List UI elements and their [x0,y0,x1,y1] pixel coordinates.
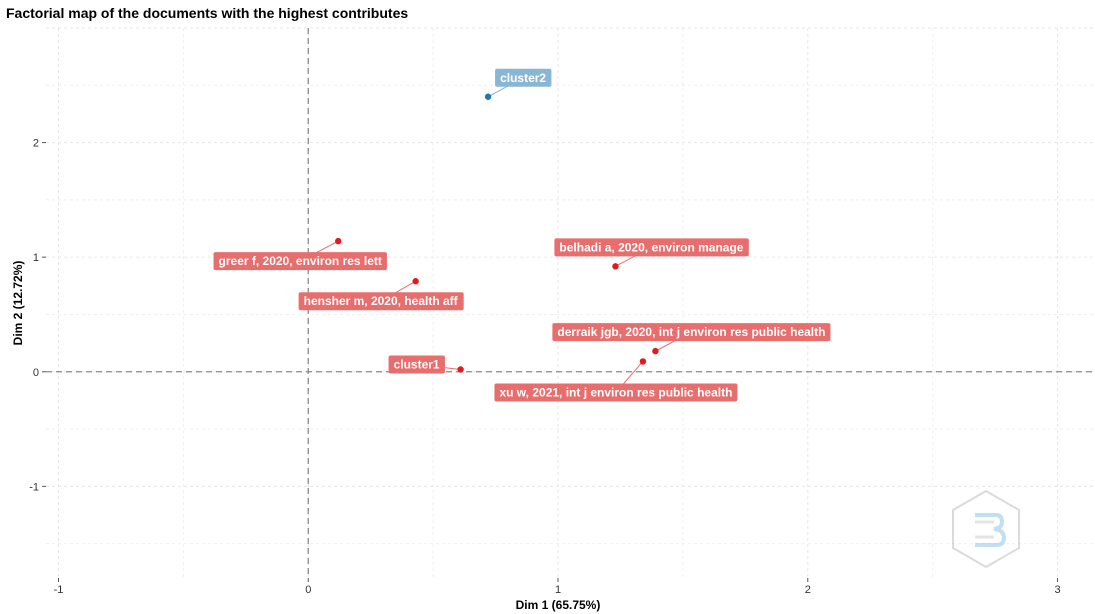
point-labels: greer f, 2020, environ res lett hensher m… [213,68,831,402]
axis-ticks: -1 0 1 2 3 -1 0 1 2 [29,138,1060,596]
y-tick-label: 2 [33,138,39,150]
chart-title: Factorial map of the documents with the … [6,5,409,21]
point-label-text: greer f, 2020, environ res lett [219,254,382,268]
point-label-text: cluster2 [500,71,546,85]
point-label: derraik jgb, 2020, int j environ res pub… [552,323,831,342]
point-label-text: belhadi a, 2020, environ manage [559,240,743,254]
y-axis-title: Dim 2 (12.72%) [11,261,25,346]
x-tick-label: -1 [54,584,64,596]
data-point [652,347,659,355]
plot-panel [46,28,1095,578]
point-label: hensher m, 2020, health aff [298,292,464,311]
x-axis-title: Dim 1 (65.75%) [516,598,601,612]
point-label-box [494,383,738,402]
data-point [457,366,464,373]
x-tick-label: 2 [805,584,811,596]
point-label-text: derraik jgb, 2020, int j environ res pub… [557,325,825,339]
point-label: cluster2 [495,68,552,87]
bibliometrix-logo-icon [952,489,1020,569]
data-point [639,358,647,365]
data-point [412,278,419,285]
point-label-text: cluster1 [394,357,440,371]
y-tick-label: 1 [33,252,39,264]
point-label-box [388,355,445,374]
point-label: xu w, 2021, int j environ res public hea… [494,383,738,402]
point-label-box [552,323,831,342]
point-label-text: xu w, 2021, int j environ res public hea… [499,385,732,399]
point-label-box [213,252,387,271]
y-tick-label: 0 [33,367,39,379]
point-label: belhadi a, 2020, environ manage [554,238,749,257]
y-tick-label: -1 [29,481,39,493]
point-label-text: hensher m, 2020, health aff [304,294,459,308]
x-tick-label: 3 [1054,584,1060,596]
x-tick-label: 0 [305,584,311,596]
point-label: cluster1 [388,355,445,374]
data-point [335,237,342,245]
point-label-box [554,238,749,257]
data-points [335,93,659,373]
point-label: greer f, 2020, environ res lett [213,252,387,271]
x-tick-label: 1 [555,584,561,596]
point-label-box [298,292,464,311]
data-point [612,263,619,270]
data-point [484,93,492,100]
point-label-box [495,68,552,87]
